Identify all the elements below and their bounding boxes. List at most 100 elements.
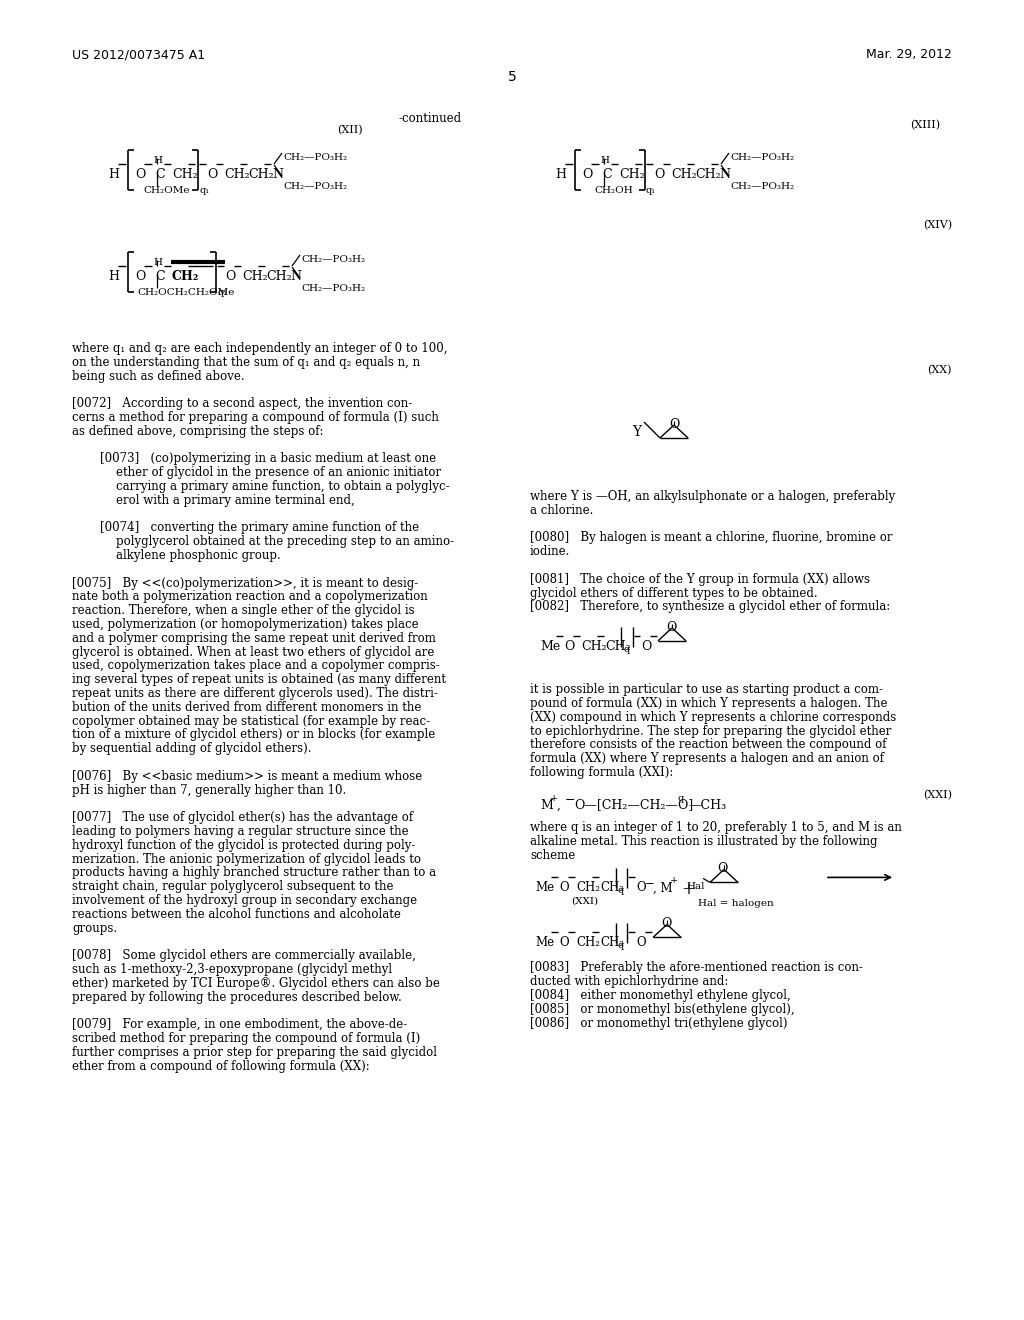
Text: pound of formula (XX) in which Y represents a halogen. The: pound of formula (XX) in which Y represe…	[530, 697, 888, 710]
Text: scribed method for preparing the compound of formula (I): scribed method for preparing the compoun…	[72, 1032, 420, 1045]
Text: US 2012/0073475 A1: US 2012/0073475 A1	[72, 48, 205, 61]
Text: groups.: groups.	[72, 921, 117, 935]
Text: −: −	[645, 876, 655, 890]
Text: prepared by following the procedures described below.: prepared by following the procedures des…	[72, 990, 401, 1003]
Text: O: O	[135, 168, 145, 181]
Text: products having a highly branched structure rather than to a: products having a highly branched struct…	[72, 866, 436, 879]
Text: O: O	[225, 271, 236, 282]
Text: erol with a primary amine terminal end,: erol with a primary amine terminal end,	[116, 494, 354, 507]
Text: iodine.: iodine.	[530, 545, 570, 558]
Text: H: H	[555, 168, 566, 181]
Text: [0079]   For example, in one embodiment, the above-de-: [0079] For example, in one embodiment, t…	[72, 1018, 408, 1031]
Text: by sequential adding of glycidol ethers).: by sequential adding of glycidol ethers)…	[72, 742, 311, 755]
Text: ether of glycidol in the presence of an anionic initiator: ether of glycidol in the presence of an …	[116, 466, 441, 479]
Text: ducted with epichlorhydrine and:: ducted with epichlorhydrine and:	[530, 975, 728, 989]
Text: CH₂: CH₂	[671, 168, 696, 181]
Text: therefore consists of the reaction between the compound of: therefore consists of the reaction betwe…	[530, 738, 887, 751]
Text: q₁: q₁	[217, 288, 227, 297]
Text: N: N	[272, 168, 283, 181]
Text: N: N	[719, 168, 730, 181]
Text: reactions between the alcohol functions and alcoholate: reactions between the alcohol functions …	[72, 908, 400, 921]
Text: Y: Y	[632, 425, 641, 440]
Text: O: O	[582, 168, 592, 181]
Text: CH₂—PO₃H₂: CH₂—PO₃H₂	[283, 182, 347, 191]
Text: C: C	[155, 271, 165, 282]
Text: [0077]   The use of glycidol ether(s) has the advantage of: [0077] The use of glycidol ether(s) has …	[72, 812, 413, 824]
Text: +: +	[550, 793, 558, 803]
Text: −: −	[565, 793, 575, 807]
Text: CH₂—PO₃H₂: CH₂—PO₃H₂	[283, 153, 347, 162]
Text: carrying a primary amine function, to obtain a polyglyc-: carrying a primary amine function, to ob…	[116, 480, 450, 492]
Text: CH₂: CH₂	[172, 168, 198, 181]
Text: [0074]   converting the primary amine function of the: [0074] converting the primary amine func…	[100, 521, 419, 535]
Text: where q₁ and q₂ are each independently an integer of 0 to 100,: where q₁ and q₂ are each independently a…	[72, 342, 447, 355]
Text: O: O	[207, 168, 217, 181]
Text: O: O	[666, 620, 677, 634]
Text: CH₂: CH₂	[605, 640, 631, 653]
Text: H: H	[108, 168, 119, 181]
Text: H: H	[153, 257, 162, 267]
Text: a chlorine.: a chlorine.	[530, 504, 593, 517]
Text: cerns a method for preparing a compound of formula (I) such: cerns a method for preparing a compound …	[72, 411, 439, 424]
Text: , M: , M	[653, 882, 673, 895]
Text: Me: Me	[535, 882, 554, 895]
Text: O: O	[662, 917, 672, 931]
Text: CH₂: CH₂	[575, 882, 600, 895]
Text: q: q	[618, 887, 625, 895]
Text: O: O	[135, 271, 145, 282]
Text: (XX) compound in which Y represents a chlorine corresponds: (XX) compound in which Y represents a ch…	[530, 710, 896, 723]
Text: N: N	[290, 271, 301, 282]
Text: [0080]   By halogen is meant a chlorine, fluorine, bromine or: [0080] By halogen is meant a chlorine, f…	[530, 532, 893, 544]
Text: CH₂: CH₂	[172, 271, 200, 282]
Text: CH₂: CH₂	[242, 271, 267, 282]
Text: O: O	[559, 882, 568, 895]
Text: being such as defined above.: being such as defined above.	[72, 370, 245, 383]
Text: q: q	[623, 645, 630, 653]
Text: M: M	[540, 799, 553, 812]
Text: O: O	[641, 640, 651, 653]
Text: CH₂OMe: CH₂OMe	[143, 186, 189, 195]
Text: CH₂: CH₂	[618, 168, 645, 181]
Text: [0082]   Therefore, to synthesize a glycidol ether of formula:: [0082] Therefore, to synthesize a glycid…	[530, 601, 890, 614]
Text: CH₂: CH₂	[266, 271, 292, 282]
Text: tion of a mixture of glycidol ethers) or in blocks (for example: tion of a mixture of glycidol ethers) or…	[72, 729, 435, 742]
Text: Hal = halogen: Hal = halogen	[698, 899, 774, 908]
Text: to epichlorhydrine. The step for preparing the glycidol ether: to epichlorhydrine. The step for prepari…	[530, 725, 891, 738]
Text: q₁: q₁	[646, 186, 656, 195]
Text: alkylene phosphonic group.: alkylene phosphonic group.	[116, 549, 281, 562]
Text: ether from a compound of following formula (XX):: ether from a compound of following formu…	[72, 1060, 370, 1073]
Text: (XIII): (XIII)	[910, 120, 940, 131]
Text: Me: Me	[540, 640, 560, 653]
Text: formula (XX) where Y represents a halogen and an anion of: formula (XX) where Y represents a haloge…	[530, 752, 884, 766]
Text: [0084]   either monomethyl ethylene glycol,: [0084] either monomethyl ethylene glycol…	[530, 989, 791, 1002]
Text: H: H	[600, 156, 609, 165]
Text: O—[CH₂—CH₂—O]: O—[CH₂—CH₂—O]	[574, 799, 693, 812]
Text: [0075]   By <<(co)polymerization>>, it is meant to desig-: [0075] By <<(co)polymerization>>, it is …	[72, 577, 418, 590]
Text: H: H	[153, 156, 162, 165]
Text: nate both a polymerization reaction and a copolymerization: nate both a polymerization reaction and …	[72, 590, 428, 603]
Text: copolymer obtained may be statistical (for example by reac-: copolymer obtained may be statistical (f…	[72, 714, 430, 727]
Text: O: O	[559, 936, 568, 949]
Text: scheme: scheme	[530, 849, 575, 862]
Text: used, polymerization (or homopolymerization) takes place: used, polymerization (or homopolymerizat…	[72, 618, 419, 631]
Text: repeat units as there are different glycerols used). The distri-: repeat units as there are different glyc…	[72, 686, 438, 700]
Text: CH₂—PO₃H₂: CH₂—PO₃H₂	[730, 182, 795, 191]
Text: as defined above, comprising the steps of:: as defined above, comprising the steps o…	[72, 425, 324, 438]
Text: q: q	[618, 941, 625, 950]
Text: H: H	[108, 271, 119, 282]
Text: CH₂: CH₂	[248, 168, 273, 181]
Text: O: O	[717, 862, 727, 875]
Text: alkaline metal. This reaction is illustrated by the following: alkaline metal. This reaction is illustr…	[530, 836, 878, 847]
Text: (XX): (XX)	[928, 366, 952, 375]
Text: q: q	[678, 793, 684, 803]
Text: reaction. Therefore, when a single ether of the glycidol is: reaction. Therefore, when a single ether…	[72, 605, 415, 618]
Text: CH₂: CH₂	[581, 640, 606, 653]
Text: q₁: q₁	[199, 186, 209, 195]
Text: bution of the units derived from different monomers in the: bution of the units derived from differe…	[72, 701, 421, 714]
Text: CH₂—PO₃H₂: CH₂—PO₃H₂	[301, 255, 366, 264]
Text: such as 1-methoxy-2,3-epoxypropane (glycidyl methyl: such as 1-methoxy-2,3-epoxypropane (glyc…	[72, 964, 392, 975]
Text: [0086]   or monomethyl tri(ethylene glycol): [0086] or monomethyl tri(ethylene glycol…	[530, 1016, 787, 1030]
Text: CH₂: CH₂	[600, 882, 624, 895]
Text: (XXI): (XXI)	[571, 896, 599, 906]
Text: merization. The anionic polymerization of glycidol leads to: merization. The anionic polymerization o…	[72, 853, 421, 866]
